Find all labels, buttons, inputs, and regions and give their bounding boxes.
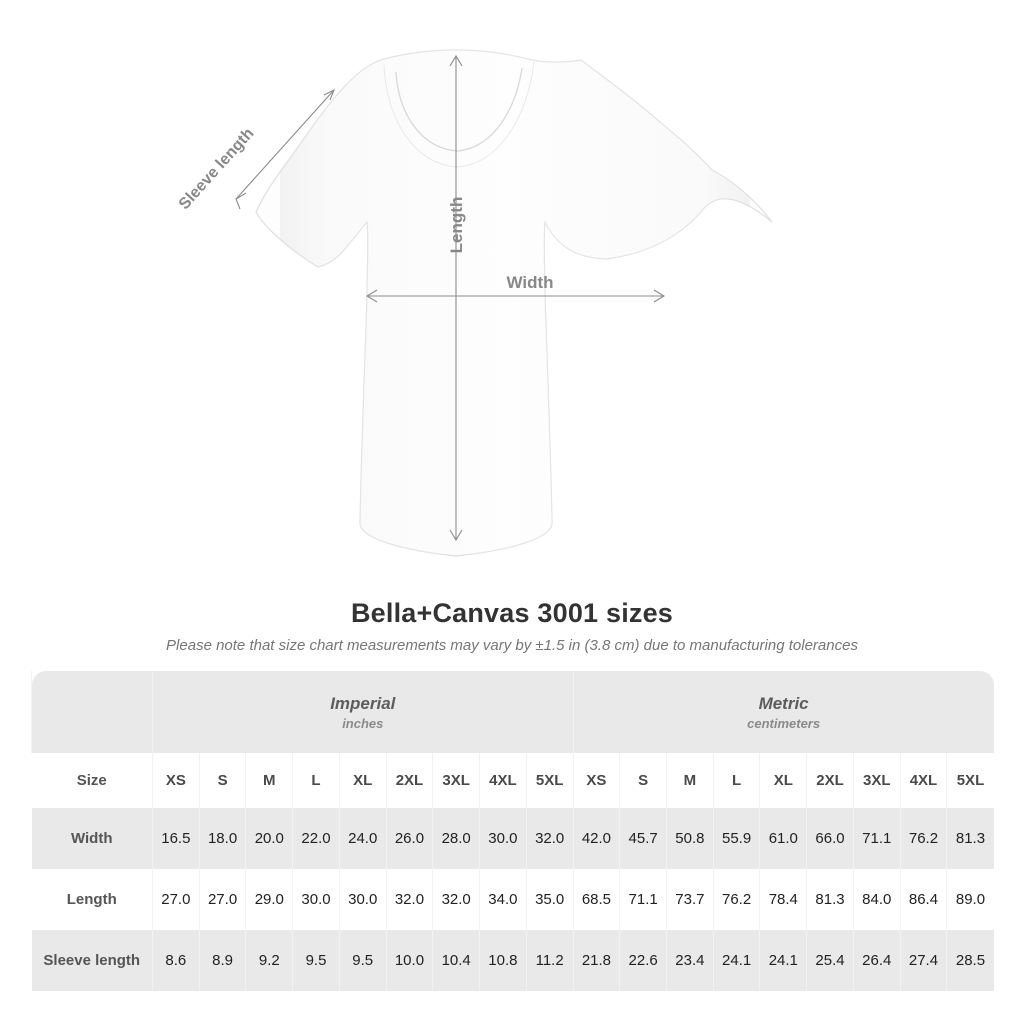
svg-text:Sleeve length: Sleeve length — [176, 125, 258, 213]
svg-text:Length: Length — [447, 197, 466, 254]
svg-text:Width: Width — [506, 273, 553, 292]
